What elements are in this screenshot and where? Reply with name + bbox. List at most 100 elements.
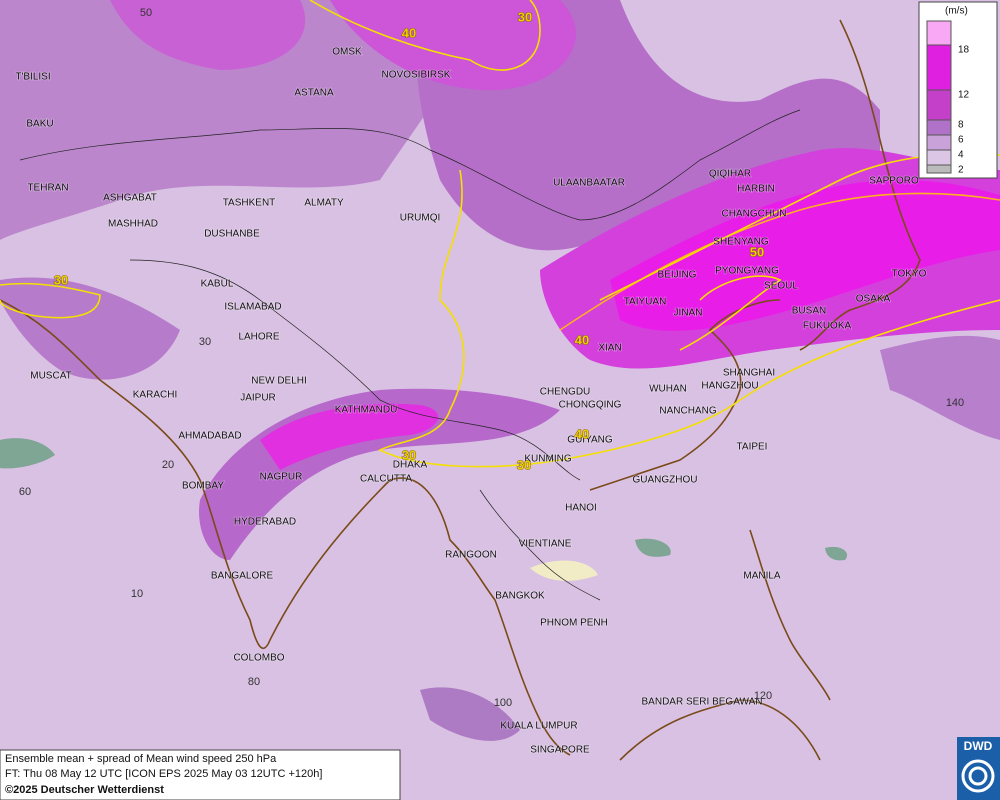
- city-label: CHENGDU: [540, 387, 591, 398]
- city-label: TAIYUAN: [624, 297, 667, 308]
- city-label: T'BILISI: [15, 72, 50, 83]
- isotach-label: 30: [518, 9, 532, 24]
- city-label: OMSK: [332, 47, 362, 58]
- graticule-label: 100: [494, 697, 512, 709]
- legend-ticks: 2 4 6 8 12 18: [958, 45, 970, 176]
- isotach-label: 30: [54, 272, 68, 287]
- graticule-label: 140: [946, 397, 964, 409]
- legend-tick-label: 4: [958, 150, 964, 161]
- legend-swatch: [926, 20, 952, 46]
- legend-swatch: [926, 119, 952, 136]
- city-label: URUMQI: [400, 213, 441, 224]
- footer-box: [0, 749, 401, 800]
- city-label: PYONGYANG: [715, 266, 779, 277]
- graticule-label: 10: [131, 588, 143, 600]
- borders: [19, 109, 801, 601]
- city-label: TASHKENT: [223, 198, 276, 209]
- city-label: ALMATY: [304, 198, 344, 209]
- graticule-label: 80: [248, 676, 260, 688]
- city-label: FUKUOKA: [803, 321, 852, 332]
- city-label: TAIPEI: [737, 442, 768, 453]
- logo-text: DWD: [964, 739, 993, 753]
- isotach-label: 40: [575, 332, 589, 347]
- city-label: CALCUTTA: [360, 474, 412, 485]
- city-label: QIQIHAR: [709, 169, 751, 180]
- city-label: MANILA: [743, 571, 781, 582]
- graticule-label: 20: [162, 459, 174, 471]
- isotach-label: 30: [517, 457, 531, 472]
- city-label: MASHHAD: [108, 219, 158, 230]
- legend-unit: (m/s): [945, 6, 968, 17]
- city-label: DUSHANBE: [204, 229, 260, 240]
- city-label: HANGZHOU: [701, 381, 758, 392]
- footer-line: Ensemble mean + spread of Mean wind spee…: [5, 753, 277, 765]
- city-label: KUNMING: [524, 454, 571, 465]
- footer-line: FT: Thu 08 May 12 UTC [ICON EPS 2025 May…: [5, 768, 322, 780]
- legend-swatch: [926, 44, 952, 91]
- city-label: JAIPUR: [240, 393, 276, 404]
- legend-swatch: [926, 164, 952, 174]
- city-label: JINAN: [674, 308, 703, 319]
- city-label: VIENTIANE: [519, 539, 572, 550]
- graticule-label: 50: [140, 7, 152, 19]
- city-label: DHAKA: [393, 460, 428, 471]
- city-label: BANGALORE: [211, 571, 274, 582]
- city-label: RANGOON: [445, 550, 497, 561]
- city-label: AHMADABAD: [178, 431, 241, 442]
- legend-swatch: [926, 134, 952, 151]
- city-label: LAHORE: [238, 332, 279, 343]
- isotach-label: 50: [750, 244, 764, 259]
- legend-swatch: [926, 89, 952, 121]
- city-label: BANDAR SERI BEGAWAN: [642, 697, 763, 708]
- city-label: CHONGQING: [559, 400, 622, 411]
- city-label: KABUL: [201, 279, 234, 290]
- legend-tick-label: 6: [958, 135, 964, 146]
- isotach-label: 40: [575, 426, 589, 441]
- city-label: SHANGHAI: [723, 368, 775, 379]
- legend: (m/s) 2 4 6 8 12 18: [918, 1, 998, 179]
- legend-swatch: [926, 149, 952, 166]
- city-label: GUIYANG: [567, 435, 613, 446]
- city-label: SEOUL: [764, 281, 798, 292]
- footer: Ensemble mean + spread of Mean wind spee…: [0, 749, 401, 800]
- city-label: XIAN: [598, 343, 621, 354]
- city-label: BOMBAY: [182, 481, 224, 492]
- city-label: TOKYO: [892, 269, 927, 280]
- city-label: ULAANBAATAR: [553, 178, 625, 189]
- city-label: PHNOM PENH: [540, 618, 608, 629]
- city-label: NOVOSIBIRSK: [382, 70, 451, 81]
- footer-line: ©2025 Deutscher Wetterdienst: [5, 784, 164, 796]
- city-label: ASTANA: [294, 88, 334, 99]
- legend-tick-label: 8: [958, 120, 964, 131]
- city-label: KUALA LUMPUR: [500, 721, 577, 732]
- city-label: OSAKA: [856, 294, 891, 305]
- city-label: SAPPORO: [869, 176, 919, 187]
- city-label: HARBIN: [737, 184, 775, 195]
- city-label: BUSAN: [792, 306, 826, 317]
- city-label: ISLAMABAD: [224, 302, 281, 313]
- city-label: ASHGABAT: [103, 193, 157, 204]
- city-label: MUSCAT: [30, 371, 71, 382]
- graticule-label: 120: [754, 690, 772, 702]
- city-label: KARACHI: [133, 390, 177, 401]
- city-label: BAKU: [26, 119, 53, 130]
- city-label: NEW DELHI: [251, 376, 307, 387]
- city-label: COLOMBO: [233, 653, 284, 664]
- legend-tick-label: 12: [958, 90, 970, 101]
- city-label: BANGKOK: [495, 591, 545, 602]
- graticule-label: 30: [199, 336, 211, 348]
- city-label: NANCHANG: [659, 406, 716, 417]
- labels: OMSK NOVOSIBIRSK T'BILISI ASTANA BAKU TEHRAN A…: [15, 7, 965, 756]
- isotach-label: 30: [402, 447, 416, 462]
- city-label: BEIJING: [658, 270, 697, 281]
- city-label: HYDERABAD: [234, 517, 296, 528]
- city-label: SINGAPORE: [530, 745, 590, 756]
- city-label: KATHMANDU: [335, 405, 398, 416]
- city-label: GUANGZHOU: [633, 475, 698, 486]
- graticule-label: 60: [19, 486, 31, 498]
- logo-icon: [961, 759, 995, 793]
- logo: DWD: [957, 737, 1000, 800]
- city-label: TEHRAN: [27, 183, 68, 194]
- coastlines: [0, 19, 921, 761]
